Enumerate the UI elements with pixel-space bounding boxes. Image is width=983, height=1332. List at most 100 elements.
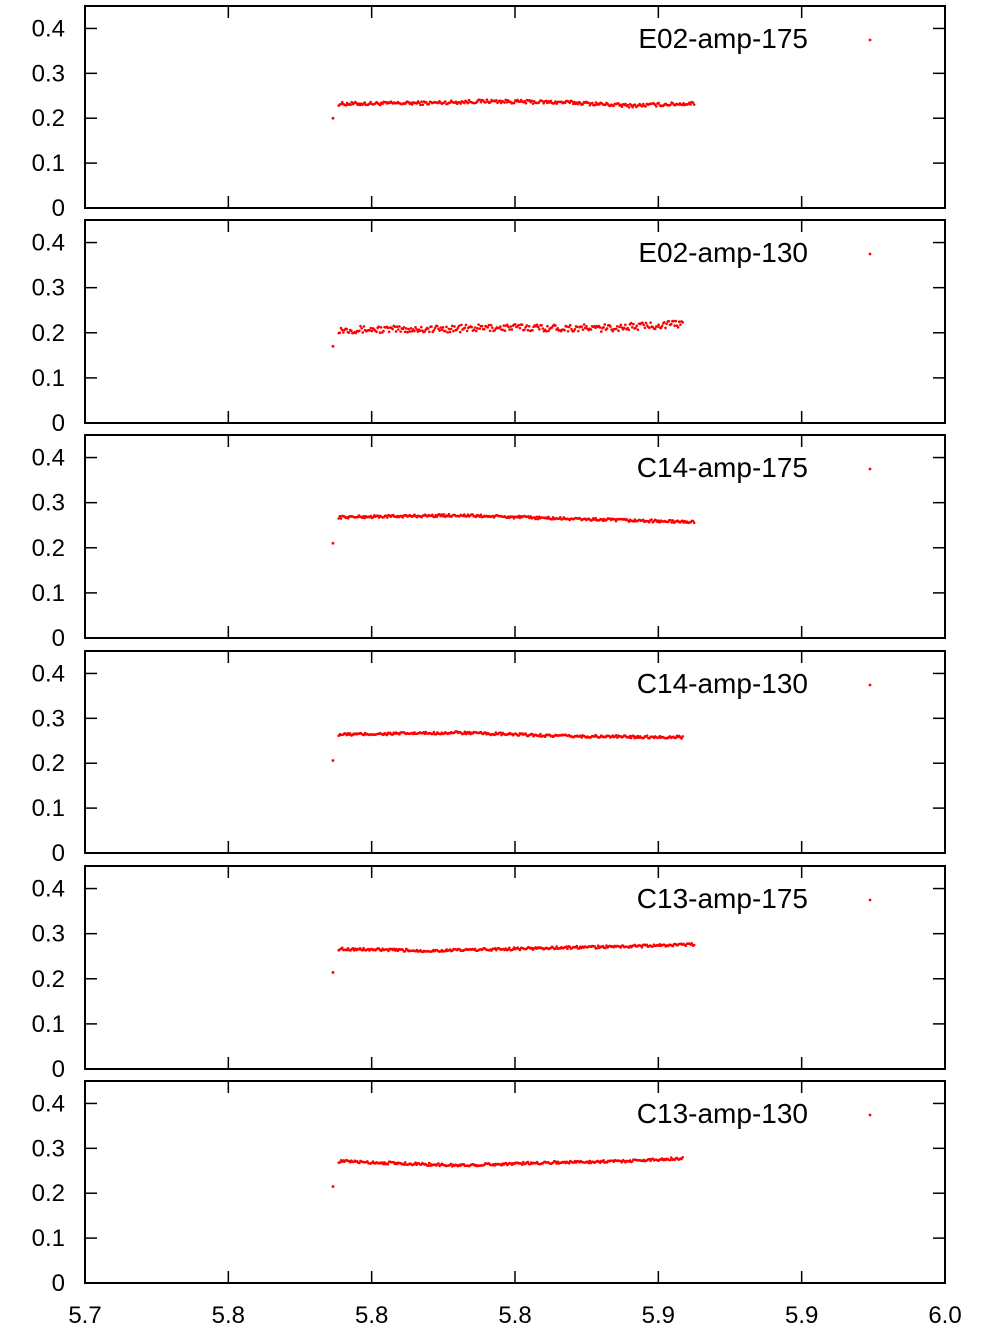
data-point: [631, 105, 634, 109]
data-point: [483, 327, 486, 331]
data-point: [667, 320, 671, 323]
data-point: [599, 330, 603, 333]
data-point: [669, 1156, 673, 1159]
data-point: [689, 103, 692, 106]
data-point: [517, 323, 521, 327]
data-point: [338, 331, 342, 334]
data-point: [464, 323, 468, 327]
legend-label: E02-amp-130: [638, 237, 808, 268]
data-point: [420, 100, 423, 103]
y-tick-label: 0.1: [32, 150, 65, 177]
data-point: [450, 324, 454, 328]
data-point: [527, 324, 531, 328]
y-tick-label: 0.2: [32, 750, 65, 777]
data-point: [385, 516, 389, 519]
data-point: [665, 322, 668, 326]
data-point: [590, 101, 594, 105]
data-point: [656, 325, 659, 328]
data-point: [549, 99, 553, 103]
data-point: [427, 1161, 431, 1165]
legend-label: C13-amp-175: [637, 883, 808, 914]
data-point: [567, 1161, 571, 1165]
data-point: [536, 325, 540, 329]
data-point: [489, 323, 493, 327]
data-point: [406, 330, 409, 334]
y-tick-label: 0.1: [32, 365, 65, 392]
data-point: [635, 324, 639, 328]
data-point: [493, 947, 497, 950]
data-point: [502, 324, 506, 327]
data-point: [659, 326, 663, 330]
data-point: [681, 1155, 684, 1159]
data-point: [554, 1160, 557, 1163]
data-point: [463, 730, 467, 734]
data-point: [425, 100, 428, 104]
data-point: [446, 514, 450, 518]
data-point: [531, 102, 535, 105]
data-point: [634, 326, 637, 330]
data-point: [644, 321, 648, 325]
data-point: [427, 102, 431, 106]
legend-marker: [868, 1113, 872, 1117]
data-point: [692, 103, 696, 106]
data-point: [525, 324, 529, 327]
data-point: [418, 329, 422, 333]
data-point: [479, 513, 483, 517]
data-point: [378, 103, 382, 107]
data-point: [603, 323, 607, 326]
data-point: [505, 323, 509, 327]
data-point: [348, 732, 352, 735]
data-point: [433, 326, 437, 330]
data-point: [620, 1160, 624, 1164]
data-point: [500, 733, 503, 737]
data-point: [350, 329, 353, 333]
data-point: [358, 329, 361, 333]
data-point: [616, 736, 619, 739]
data-point: [415, 328, 418, 331]
data-point: [595, 946, 599, 950]
y-tick-label: 0: [52, 1056, 65, 1083]
data-point: [471, 513, 474, 516]
legend-label: C14-amp-130: [637, 668, 808, 699]
data-point: [337, 517, 341, 520]
data-point: [409, 327, 413, 330]
data-point: [663, 321, 666, 324]
data-point: [691, 101, 695, 104]
data-point: [414, 1161, 417, 1164]
data-point: [632, 322, 635, 326]
y-tick-label: 0.1: [32, 795, 65, 822]
data-point: [566, 947, 569, 951]
data-point: [366, 1160, 369, 1163]
data-point: [426, 1164, 430, 1167]
data-point: [438, 329, 441, 332]
data-point: [457, 324, 461, 328]
data-point: [359, 324, 362, 328]
data-point: [387, 949, 390, 953]
data-point: [395, 325, 399, 329]
data-point: [568, 101, 572, 105]
panel-frame: [84, 865, 946, 1070]
data-point: [671, 944, 675, 948]
data-point: [354, 331, 358, 335]
data-point: [682, 101, 685, 105]
y-tick-label: 0.2: [32, 320, 65, 347]
data-point: [580, 325, 584, 328]
y-tick-label: 0.3: [32, 490, 65, 517]
data-point: [611, 329, 615, 333]
data-point: [575, 944, 579, 948]
data-point: [362, 325, 366, 328]
data-point: [346, 516, 350, 520]
data-point: [437, 1162, 440, 1165]
data-point: [672, 319, 675, 323]
data-point: [369, 100, 372, 104]
data-point: [380, 949, 383, 953]
data-point: [564, 945, 568, 949]
data-point: [499, 731, 502, 734]
data-point: [674, 736, 678, 740]
data-point: [361, 331, 365, 334]
data-point: [627, 520, 631, 523]
data-point: [331, 759, 335, 762]
data-point: [593, 103, 596, 107]
data-point: [570, 100, 574, 103]
